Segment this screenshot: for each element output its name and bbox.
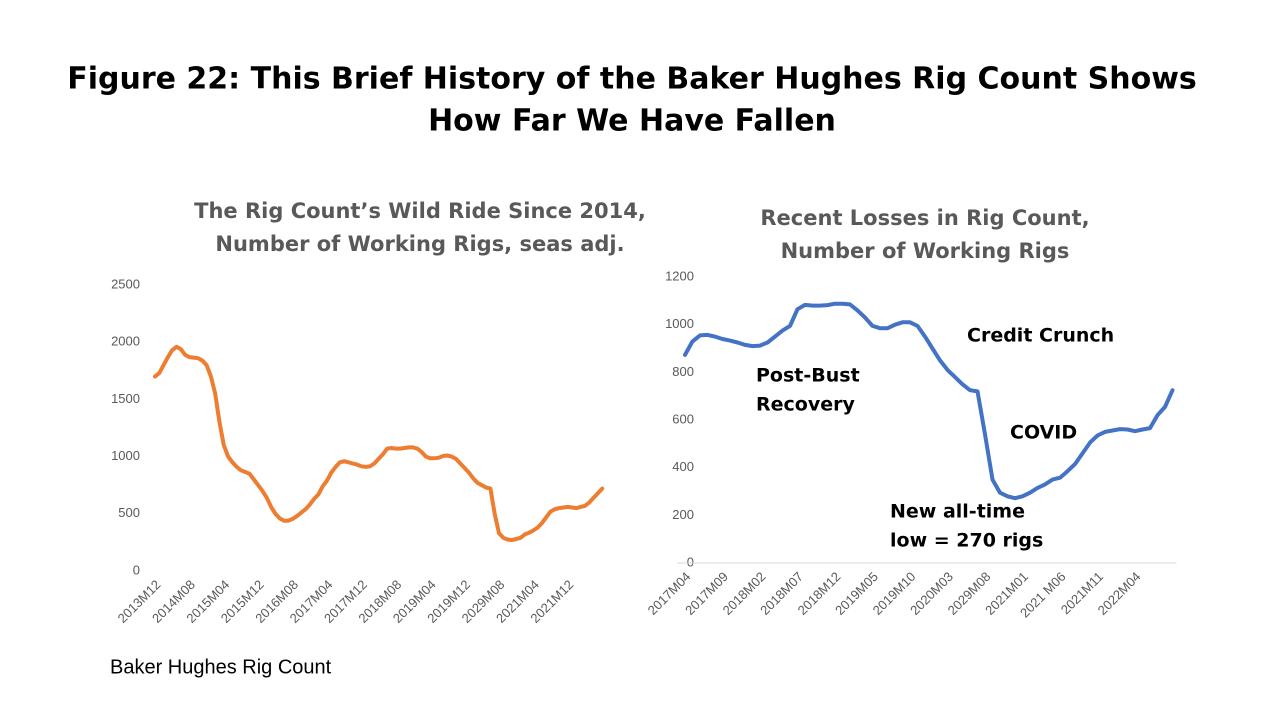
data-line [153,344,605,543]
chart-title: Number of Working Rigs, seas adj. [215,232,624,256]
source-note: Baker Hughes Rig Count [110,656,332,678]
slide-title: Figure 22: This Brief History of the Bak… [67,62,1197,97]
y-tick-label: 800 [672,364,694,379]
annotation: New all-time [890,501,1025,523]
y-tick-label: 1000 [665,316,694,331]
y-tick-label: 0 [687,554,694,569]
y-tick-label: 2500 [111,276,140,291]
annotation: low = 270 rigs [890,530,1043,552]
y-tick-label: 1500 [111,391,140,406]
annotation: Recovery [756,394,855,416]
chart-title: The Rig Count’s Wild Ride Since 2014, [194,199,646,223]
annotation: COVID [1010,422,1077,444]
y-tick-label: 1000 [111,448,140,463]
annotation: Credit Crunch [967,325,1114,347]
y-tick-label: 0 [133,562,140,577]
y-tick-label: 600 [672,411,694,426]
y-tick-label: 500 [118,505,140,520]
chart-title: Recent Losses in Rig Count, [760,206,1089,230]
y-tick-label: 200 [672,507,694,522]
data-line [683,301,1175,501]
y-tick-label: 400 [672,459,694,474]
y-tick-label: 2000 [111,334,140,349]
annotation: Post-Bust [756,365,860,387]
y-tick-label: 1200 [665,268,694,283]
slide-title: How Far We Have Fallen [428,104,836,139]
chart-title: Number of Working Rigs [781,239,1070,263]
